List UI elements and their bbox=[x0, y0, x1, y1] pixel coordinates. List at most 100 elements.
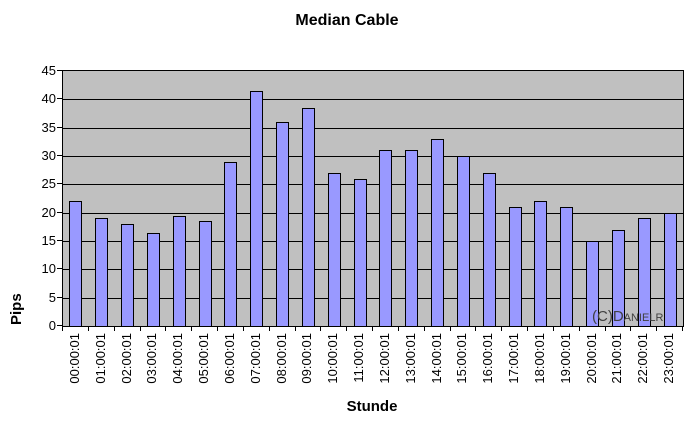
x-tick-label-06-00-01: 06:00:01 bbox=[221, 333, 237, 384]
x-tick-label-17-00-01: 17:00:01 bbox=[506, 333, 522, 384]
x-tick-mark bbox=[501, 326, 503, 331]
x-tick-mark bbox=[397, 326, 399, 331]
y-tick-label-40: 40 bbox=[41, 91, 56, 107]
bar-09-00-01 bbox=[301, 107, 315, 326]
x-tick-label-10-00-01: 10:00:01 bbox=[325, 333, 341, 384]
x-tick-mark bbox=[682, 326, 683, 331]
plot-area bbox=[62, 70, 684, 327]
y-tick-label-25: 25 bbox=[41, 176, 56, 192]
x-tick-mark bbox=[630, 326, 632, 331]
y-tick-mark bbox=[57, 70, 62, 71]
x-tick-label-03-00-01: 03:00:01 bbox=[144, 333, 160, 384]
gridline-35 bbox=[63, 127, 683, 129]
bar-06-00-01 bbox=[224, 161, 238, 326]
y-axis-title: Pips bbox=[8, 293, 25, 325]
gridline-30 bbox=[63, 156, 683, 157]
y-tick-mark bbox=[57, 268, 62, 270]
gridline-25 bbox=[63, 184, 683, 186]
x-tick-label-14-00-01: 14:00:01 bbox=[428, 333, 444, 384]
x-tick-label-20-00-01: 20:00:01 bbox=[583, 333, 599, 384]
y-tick-mark bbox=[57, 155, 62, 156]
gridline-15 bbox=[63, 241, 683, 242]
bar-17-00-01 bbox=[508, 207, 522, 326]
bar-01-00-01 bbox=[95, 218, 109, 326]
chart-title: Median Cable bbox=[295, 12, 399, 29]
x-tick-mark bbox=[87, 326, 89, 331]
x-tick-label-09-00-01: 09:00:01 bbox=[299, 333, 315, 384]
y-tick-label-15: 15 bbox=[41, 233, 56, 248]
x-tick-label-04-00-01: 04:00:01 bbox=[170, 333, 186, 384]
y-tick-label-5: 5 bbox=[48, 289, 56, 305]
x-tick-label-07-00-01: 07:00:01 bbox=[247, 333, 263, 384]
x-tick-mark bbox=[320, 326, 322, 331]
y-tick-mark bbox=[57, 240, 62, 241]
x-tick-mark bbox=[604, 326, 606, 331]
bar-23-00-01 bbox=[663, 212, 677, 326]
bar-22-00-01 bbox=[637, 218, 651, 326]
x-tick-label-22-00-01: 22:00:01 bbox=[635, 333, 651, 384]
x-tick-mark bbox=[372, 326, 373, 331]
x-tick-mark bbox=[578, 326, 580, 331]
x-tick-label-21-00-01: 21:00:01 bbox=[609, 333, 625, 384]
watermark: (C)Danielr bbox=[592, 308, 664, 325]
x-tick-mark bbox=[217, 326, 218, 331]
bar-16-00-01 bbox=[482, 173, 496, 326]
y-tick-mark bbox=[57, 296, 62, 298]
x-tick-label-08-00-01: 08:00:01 bbox=[273, 333, 289, 384]
x-tick-mark bbox=[527, 326, 528, 331]
bar-10-00-01 bbox=[327, 173, 341, 326]
x-tick-label-16-00-01: 16:00:01 bbox=[480, 333, 496, 384]
y-tick-label-20: 20 bbox=[41, 204, 56, 220]
x-tick-mark bbox=[656, 326, 658, 331]
y-tick-mark bbox=[57, 98, 62, 100]
x-tick-mark bbox=[139, 326, 141, 331]
bar-21-00-01 bbox=[611, 229, 625, 326]
x-axis-title: Stunde bbox=[346, 398, 398, 415]
bar-12-00-01 bbox=[379, 150, 393, 326]
y-tick-label-0: 0 bbox=[48, 318, 56, 333]
x-tick-mark bbox=[294, 326, 296, 331]
bar-19-00-01 bbox=[560, 207, 574, 326]
y-tick-label-35: 35 bbox=[41, 119, 56, 135]
y-tick-mark bbox=[57, 183, 62, 185]
bar-04-00-01 bbox=[172, 215, 186, 326]
y-tick-label-10: 10 bbox=[41, 261, 56, 277]
x-tick-label-13-00-01: 13:00:01 bbox=[402, 333, 418, 384]
x-tick-mark bbox=[165, 326, 167, 331]
x-tick-label-15-00-01: 15:00:01 bbox=[454, 333, 470, 384]
gridline-20 bbox=[63, 212, 683, 214]
y-tick-label-30: 30 bbox=[41, 148, 56, 163]
bar-00-00-01 bbox=[69, 201, 83, 326]
y-tick-label-45: 45 bbox=[41, 63, 56, 78]
x-tick-label-12-00-01: 12:00:01 bbox=[376, 333, 392, 384]
bar-08-00-01 bbox=[276, 122, 290, 326]
x-tick-mark bbox=[62, 326, 63, 331]
y-tick-mark bbox=[57, 325, 62, 326]
x-tick-label-18-00-01: 18:00:01 bbox=[531, 333, 547, 384]
y-tick-mark bbox=[57, 126, 62, 128]
bar-13-00-01 bbox=[405, 150, 419, 326]
x-tick-label-02-00-01: 02:00:01 bbox=[118, 333, 134, 384]
bar-14-00-01 bbox=[431, 139, 445, 326]
bar-07-00-01 bbox=[250, 90, 264, 326]
gridline-40 bbox=[63, 99, 683, 101]
x-tick-label-00-00-01: 00:00:01 bbox=[66, 333, 82, 384]
x-tick-mark bbox=[242, 326, 244, 331]
bar-03-00-01 bbox=[146, 232, 160, 326]
x-tick-label-23-00-01: 23:00:01 bbox=[661, 333, 677, 384]
x-tick-mark bbox=[346, 326, 348, 331]
gridline-5 bbox=[63, 297, 683, 299]
x-tick-mark bbox=[475, 326, 477, 331]
x-tick-mark bbox=[449, 326, 451, 331]
x-tick-label-01-00-01: 01:00:01 bbox=[92, 333, 108, 384]
bar-05-00-01 bbox=[198, 221, 212, 326]
x-tick-mark bbox=[191, 326, 193, 331]
bar-20-00-01 bbox=[586, 241, 600, 326]
bar-11-00-01 bbox=[353, 178, 367, 326]
x-tick-mark bbox=[113, 326, 115, 331]
gridline-10 bbox=[63, 269, 683, 271]
x-tick-mark bbox=[268, 326, 270, 331]
bar-02-00-01 bbox=[121, 224, 135, 326]
x-tick-mark bbox=[423, 326, 425, 331]
